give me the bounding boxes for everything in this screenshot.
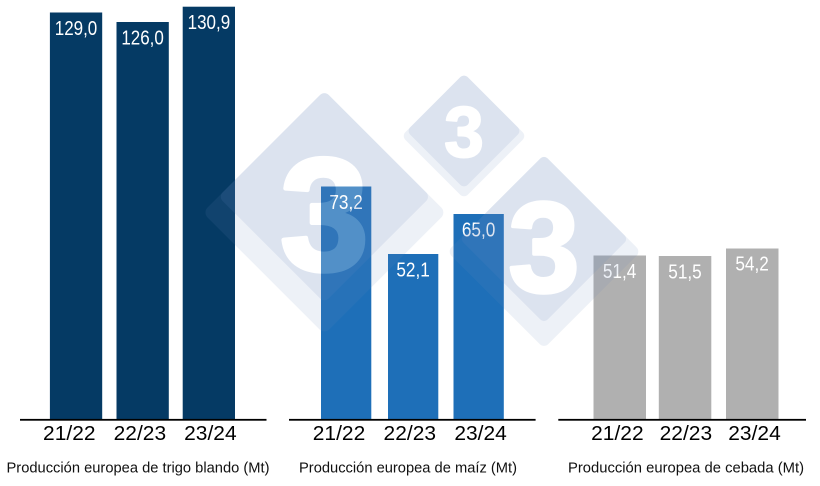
svg-text:129,0: 129,0: [55, 18, 98, 40]
svg-text:22/23: 22/23: [384, 422, 437, 445]
svg-text:23/24: 23/24: [454, 422, 507, 445]
svg-text:21/22: 21/22: [591, 422, 644, 445]
svg-text:65,0: 65,0: [462, 220, 496, 242]
svg-text:51,5: 51,5: [668, 261, 702, 283]
svg-text:23/24: 23/24: [184, 422, 237, 445]
svg-text:3: 3: [508, 176, 579, 319]
svg-text:51,4: 51,4: [603, 261, 637, 283]
svg-text:130,9: 130,9: [188, 12, 231, 34]
svg-text:Producción europea de maíz (Mt: Producción europea de maíz (Mt): [299, 461, 517, 477]
svg-text:52,1: 52,1: [396, 260, 430, 282]
svg-text:21/22: 21/22: [313, 422, 366, 445]
svg-text:54,2: 54,2: [735, 253, 769, 275]
svg-text:126,0: 126,0: [121, 27, 164, 49]
svg-text:22/23: 22/23: [114, 422, 167, 445]
svg-text:3: 3: [280, 125, 369, 304]
svg-text:Producción europea de trigo bl: Producción europea de trigo blando (Mt): [7, 461, 270, 477]
svg-text:22/23: 22/23: [660, 422, 713, 445]
svg-text:73,2: 73,2: [329, 192, 363, 214]
svg-text:23/24: 23/24: [728, 422, 781, 445]
svg-text:Producción europea de cebada (: Producción europea de cebada (Mt): [568, 461, 804, 477]
svg-text:3: 3: [444, 93, 484, 172]
svg-text:21/22: 21/22: [43, 422, 96, 445]
